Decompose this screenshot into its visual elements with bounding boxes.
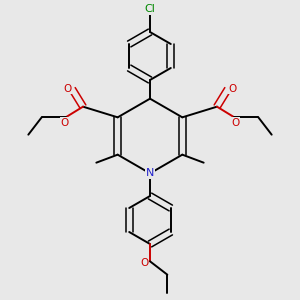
Text: N: N xyxy=(146,168,154,178)
Text: O: O xyxy=(229,84,237,94)
Text: Cl: Cl xyxy=(145,4,155,14)
Text: O: O xyxy=(63,84,71,94)
Text: O: O xyxy=(140,258,149,268)
Text: O: O xyxy=(232,118,240,128)
Text: O: O xyxy=(60,118,68,128)
